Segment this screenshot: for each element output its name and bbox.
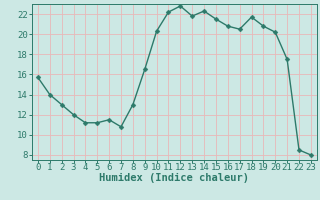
X-axis label: Humidex (Indice chaleur): Humidex (Indice chaleur)	[100, 173, 249, 183]
